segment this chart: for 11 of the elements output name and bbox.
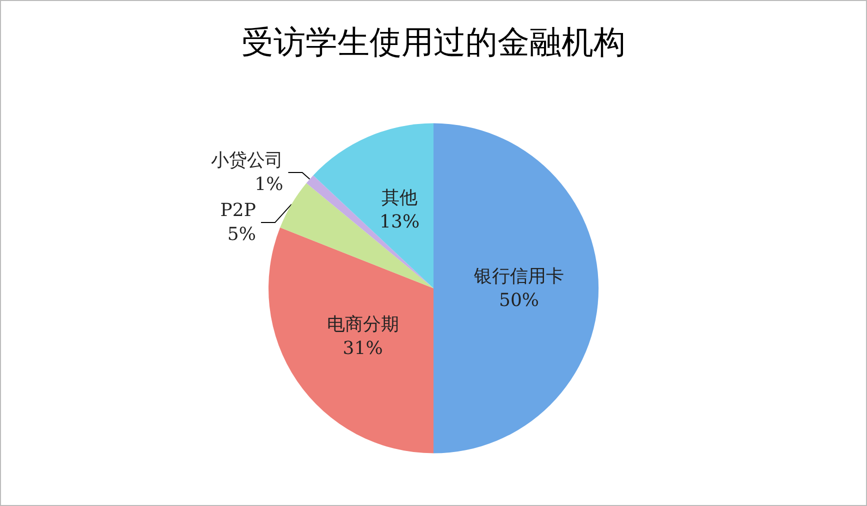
data-label: 1% bbox=[254, 174, 284, 196]
slice-label: 小贷公司 bbox=[211, 150, 284, 172]
data-label: 50% bbox=[498, 290, 540, 311]
slice-label: 电商分期 bbox=[326, 314, 399, 335]
chart-title: 受访学生使用过的金融机构 bbox=[242, 23, 626, 61]
data-label: 31% bbox=[342, 338, 383, 359]
slice-label: 其他 bbox=[382, 187, 418, 208]
slice-label: P2P bbox=[220, 200, 256, 222]
data-label: 5% bbox=[227, 224, 256, 246]
data-label: 13% bbox=[380, 211, 420, 232]
slice-label: 银行信用卡 bbox=[473, 266, 564, 287]
